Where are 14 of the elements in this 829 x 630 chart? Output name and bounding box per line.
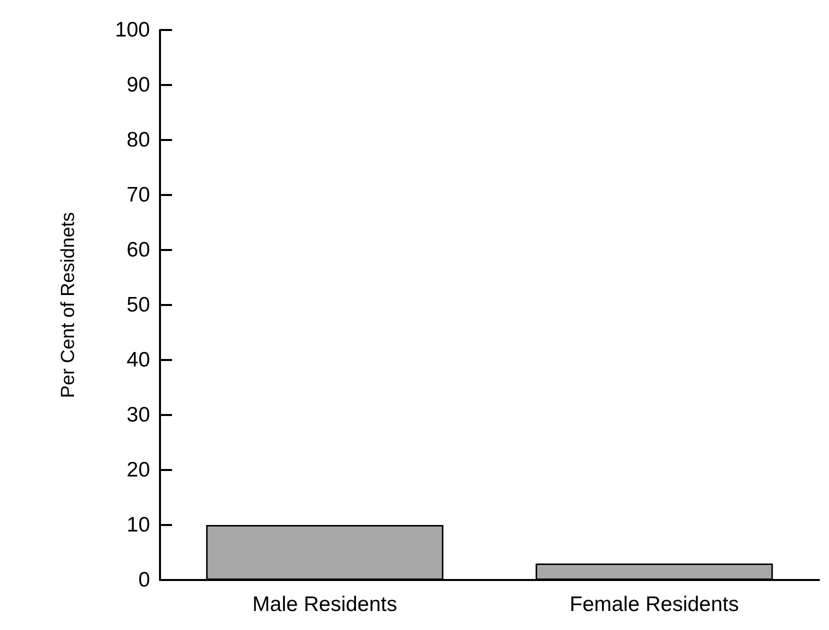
y-tick-label: 90 — [126, 74, 150, 96]
y-tick-label: 80 — [126, 128, 150, 152]
y-axis-title: Per Cent of Residnets — [58, 212, 79, 398]
y-tick-label: 40 — [126, 348, 150, 372]
y-tick-label: 100 — [114, 18, 150, 42]
y-tick-label: 30 — [126, 404, 150, 426]
y-tick-label: 70 — [126, 184, 150, 206]
y-tick-label: 60 — [126, 238, 150, 262]
y-tick-label: 50 — [126, 294, 150, 316]
y-tick-label: 10 — [126, 514, 150, 536]
y-tick-label: 20 — [126, 458, 150, 482]
y-tick-label: 0 — [138, 568, 150, 592]
x-tick-label: Female Residents — [570, 593, 739, 616]
x-tick-label: Male Residents — [252, 593, 398, 616]
